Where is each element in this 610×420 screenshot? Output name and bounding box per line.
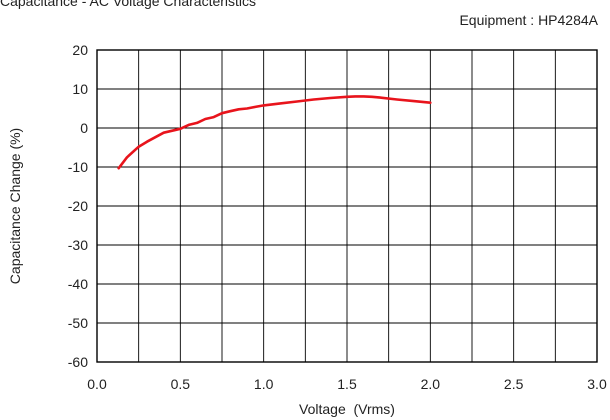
series-line-0 <box>117 95 432 170</box>
x-tick-label: 1.0 <box>254 376 274 392</box>
x-tick-label: 2.0 <box>421 376 441 392</box>
equipment-label: Equipment : HP4284A <box>459 12 598 28</box>
y-tick-label: -50 <box>68 315 88 331</box>
y-tick-label: 0 <box>80 120 88 136</box>
y-tick-label: -20 <box>68 198 88 214</box>
tick-labels: 0.0 0.5 1.0 1.5 2.0 2.5 3.0 20 10 0 -10 -20 -30 -40 -5… <box>68 42 607 392</box>
x-tick-label: 3.0 <box>587 376 607 392</box>
plot-frame <box>96 49 598 363</box>
y-tick-label: -30 <box>68 237 88 253</box>
y-tick-label: -60 <box>68 354 88 370</box>
y-tick-label: -10 <box>68 159 88 175</box>
x-tick-label: 2.5 <box>504 376 524 392</box>
x-axis-title: Voltage (Vrms) <box>299 401 395 417</box>
y-tick-label: 10 <box>72 81 88 97</box>
x-tick-label: 0.0 <box>87 376 107 392</box>
y-axis-title: Capacitance Change (%) <box>7 128 23 284</box>
series-layer <box>117 95 432 170</box>
x-tick-label: 1.5 <box>337 376 357 392</box>
y-tick-label: -40 <box>68 276 88 292</box>
chart-title: Capacitance - AC Voltage Characteristics <box>0 0 256 9</box>
x-tick-label: 0.5 <box>171 376 191 392</box>
y-tick-label: 20 <box>72 42 88 58</box>
